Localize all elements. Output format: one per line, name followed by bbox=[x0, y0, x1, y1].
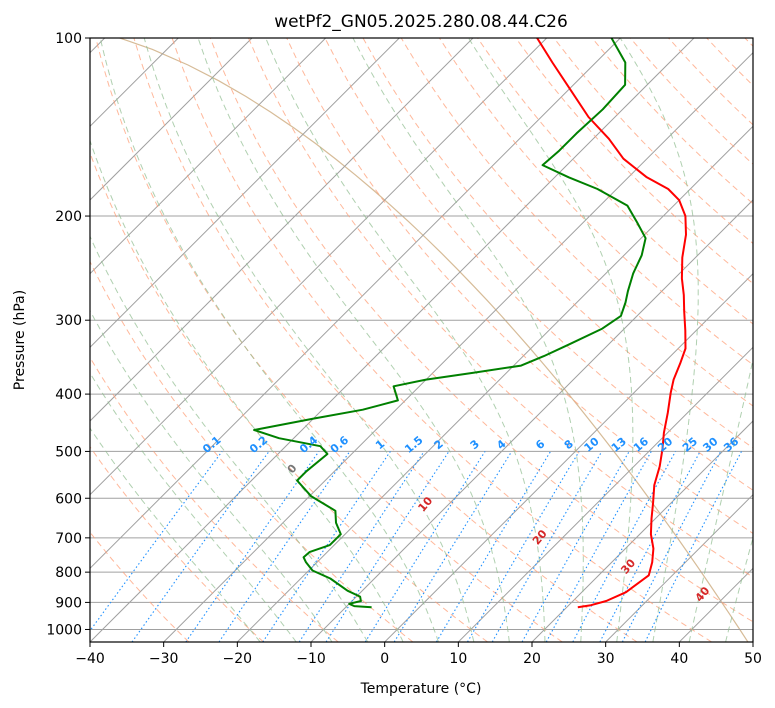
background-lines bbox=[90, 38, 753, 642]
moist-adiabat-line bbox=[197, 38, 510, 642]
moist-adiabat-line bbox=[90, 372, 297, 642]
axes: −40 −30 −20 −10 0 10 20 30 40 50 1000 900 800 700 600 5… bbox=[46, 31, 762, 667]
x-tick-label: −30 bbox=[149, 651, 179, 667]
dry-adiabat-line bbox=[133, 38, 638, 642]
dewpoint-profile-line bbox=[253, 38, 647, 609]
y-tick-label: 200 bbox=[55, 209, 82, 225]
mixing-ratio-line bbox=[393, 451, 513, 642]
isotherm-line bbox=[163, 51, 753, 642]
x-tick-label: 30 bbox=[597, 651, 615, 667]
isotherm-line bbox=[457, 346, 753, 642]
isotherm-line bbox=[531, 420, 753, 642]
dry-adiabat-line bbox=[248, 38, 753, 578]
x-tick-label: 50 bbox=[744, 651, 762, 667]
x-axis-label: Temperature (°C) bbox=[360, 681, 482, 697]
mixing-ratio-line bbox=[644, 451, 742, 642]
y-tick-label: 400 bbox=[55, 387, 82, 403]
mixing-ratio-line bbox=[218, 451, 351, 642]
moist-adiabat-line bbox=[90, 309, 333, 642]
dry-adiabat-line bbox=[90, 260, 414, 642]
chart-title: wetPf2_GN05.2025.280.08.44.C26 bbox=[274, 12, 568, 32]
dry-adiabat-line bbox=[95, 38, 563, 642]
y-tick-label: 600 bbox=[55, 491, 82, 507]
isotherm-line bbox=[236, 125, 753, 642]
tan-curve bbox=[117, 38, 749, 642]
temperature-profile-line bbox=[536, 38, 687, 609]
dry-adiabat-line bbox=[171, 38, 712, 642]
isotherm-line bbox=[90, 38, 695, 642]
dry-adiabat-line bbox=[324, 38, 753, 491]
mixing-ratio-line bbox=[90, 451, 223, 632]
dry-adiabat-line bbox=[90, 356, 339, 642]
x-tick-label: 0 bbox=[380, 651, 389, 667]
isotherm-line bbox=[752, 641, 753, 642]
mixing-ratio-line bbox=[325, 451, 450, 642]
mixing-ratio-line bbox=[545, 451, 652, 642]
dry-adiabat-line bbox=[90, 445, 264, 642]
y-tick-label: 900 bbox=[55, 595, 82, 611]
plot-area bbox=[90, 38, 753, 642]
mixing-ratio-line bbox=[131, 451, 270, 642]
y-tick-label: 1000 bbox=[46, 622, 82, 638]
dry-adiabat-label: -10 bbox=[28, 249, 50, 273]
isotherm-line bbox=[90, 38, 253, 201]
dry-adiabat-line bbox=[515, 38, 753, 285]
isotherm-line bbox=[310, 199, 753, 642]
x-tick-label: −40 bbox=[75, 651, 105, 667]
moist-adiabat-line bbox=[725, 535, 753, 642]
moist-adiabat-line bbox=[90, 235, 369, 642]
x-tick-label: −20 bbox=[223, 651, 253, 667]
x-tick-label: 40 bbox=[670, 651, 688, 667]
mixing-ratio-line bbox=[298, 451, 425, 642]
moist-adiabat-line bbox=[619, 38, 699, 642]
isotherm-line bbox=[90, 38, 327, 275]
y-tick-label: 700 bbox=[55, 531, 82, 547]
moist-adiabat-line bbox=[90, 427, 261, 642]
mixing-ratio-line bbox=[185, 451, 320, 642]
moist-adiabat-line bbox=[143, 38, 475, 642]
isotherm-line bbox=[90, 38, 621, 570]
moist-adiabat-line bbox=[99, 38, 439, 642]
y-tick-label: 800 bbox=[55, 565, 82, 581]
y-tick-label: 100 bbox=[55, 31, 82, 47]
isotherm-line bbox=[605, 493, 753, 642]
isotherm-line bbox=[90, 38, 474, 422]
y-tick-label: 500 bbox=[55, 444, 82, 460]
moist-adiabat-line bbox=[265, 38, 546, 642]
mixing-ratio-line bbox=[621, 451, 722, 642]
plot-frame bbox=[89, 37, 754, 643]
mixing-ratio-line bbox=[572, 451, 676, 642]
mixing-ratio-line bbox=[521, 451, 630, 642]
dry-adiabat-line bbox=[286, 38, 753, 535]
dry-adiabat-line bbox=[209, 38, 753, 623]
x-tick-label: −10 bbox=[296, 651, 326, 667]
isotherm-line bbox=[90, 38, 548, 496]
mixing-ratio-line bbox=[262, 451, 391, 642]
x-tick-label: 10 bbox=[449, 651, 467, 667]
isotherm-line bbox=[384, 272, 753, 642]
y-axis-label: Pressure (hPa) bbox=[12, 290, 28, 390]
moist-adiabat-line bbox=[352, 38, 584, 642]
sounding-profiles bbox=[253, 38, 687, 609]
x-tick-label: 20 bbox=[523, 651, 541, 667]
y-tick-label: 300 bbox=[55, 313, 82, 329]
moist-adiabat-line bbox=[688, 356, 753, 642]
